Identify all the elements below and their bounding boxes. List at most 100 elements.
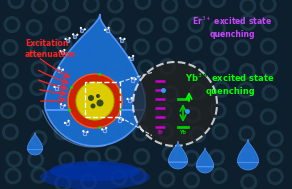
Circle shape [83, 176, 94, 187]
Circle shape [114, 172, 124, 183]
Circle shape [29, 79, 46, 96]
Circle shape [6, 19, 18, 30]
Circle shape [183, 150, 200, 167]
Circle shape [0, 102, 17, 119]
Circle shape [133, 62, 217, 146]
Circle shape [119, 90, 122, 93]
Circle shape [270, 133, 281, 144]
Circle shape [131, 77, 133, 79]
Circle shape [234, 39, 251, 56]
Circle shape [120, 39, 124, 43]
Circle shape [114, 126, 125, 137]
Circle shape [80, 173, 97, 189]
Circle shape [211, 167, 228, 184]
Circle shape [104, 29, 106, 31]
Circle shape [80, 29, 84, 33]
Circle shape [267, 168, 284, 185]
Circle shape [111, 123, 128, 140]
Circle shape [107, 27, 110, 29]
Circle shape [135, 78, 137, 80]
Circle shape [183, 172, 200, 189]
Circle shape [55, 0, 66, 9]
Circle shape [108, 18, 125, 34]
Circle shape [105, 127, 107, 129]
Circle shape [189, 126, 206, 143]
Circle shape [64, 122, 66, 124]
Circle shape [158, 170, 175, 187]
Circle shape [209, 0, 226, 8]
Circle shape [215, 60, 227, 71]
Circle shape [8, 170, 18, 181]
Circle shape [186, 35, 203, 52]
Circle shape [159, 40, 170, 51]
Circle shape [209, 102, 227, 119]
Circle shape [162, 61, 173, 72]
Circle shape [98, 126, 101, 129]
Circle shape [62, 68, 64, 71]
Circle shape [123, 38, 126, 40]
Circle shape [161, 173, 172, 184]
Circle shape [114, 40, 125, 51]
Circle shape [73, 35, 77, 39]
Circle shape [88, 22, 99, 33]
Circle shape [122, 119, 124, 121]
Circle shape [162, 16, 179, 33]
Circle shape [267, 148, 284, 165]
Circle shape [8, 0, 25, 9]
Circle shape [81, 42, 98, 59]
Circle shape [87, 153, 98, 163]
Circle shape [240, 84, 251, 95]
Circle shape [6, 83, 23, 100]
Circle shape [58, 85, 60, 87]
Circle shape [265, 88, 276, 98]
Circle shape [69, 37, 71, 39]
Text: Yb: Yb [180, 130, 187, 135]
Text: Er: Er [157, 130, 163, 135]
Circle shape [242, 1, 253, 12]
Circle shape [57, 81, 74, 98]
Circle shape [54, 174, 72, 189]
Circle shape [2, 62, 19, 79]
Circle shape [52, 60, 69, 77]
Circle shape [105, 146, 121, 163]
Polygon shape [196, 148, 214, 173]
Circle shape [136, 151, 147, 162]
Circle shape [83, 85, 100, 102]
Ellipse shape [50, 161, 140, 181]
Circle shape [263, 41, 274, 52]
Circle shape [213, 105, 223, 116]
Circle shape [165, 148, 175, 159]
Circle shape [135, 128, 146, 139]
Circle shape [31, 60, 48, 77]
Circle shape [30, 154, 41, 165]
Circle shape [67, 120, 70, 122]
Circle shape [216, 84, 227, 95]
Circle shape [190, 19, 201, 30]
Circle shape [132, 55, 134, 57]
Circle shape [131, 79, 135, 83]
Polygon shape [45, 14, 145, 146]
Circle shape [101, 128, 103, 131]
Circle shape [83, 132, 87, 136]
Circle shape [111, 110, 122, 121]
Circle shape [159, 105, 170, 116]
Circle shape [137, 59, 154, 76]
Circle shape [263, 111, 274, 122]
Circle shape [213, 81, 230, 98]
Circle shape [270, 171, 281, 182]
Circle shape [186, 175, 197, 186]
Circle shape [106, 29, 110, 33]
Circle shape [96, 99, 103, 106]
Circle shape [160, 126, 171, 137]
Circle shape [34, 170, 44, 180]
Circle shape [133, 108, 144, 119]
Circle shape [4, 16, 20, 33]
Circle shape [30, 167, 48, 184]
Circle shape [133, 148, 150, 165]
Circle shape [5, 126, 16, 138]
Circle shape [55, 36, 73, 53]
Circle shape [212, 123, 229, 140]
Circle shape [59, 105, 69, 116]
Circle shape [26, 104, 43, 121]
Circle shape [260, 108, 277, 125]
